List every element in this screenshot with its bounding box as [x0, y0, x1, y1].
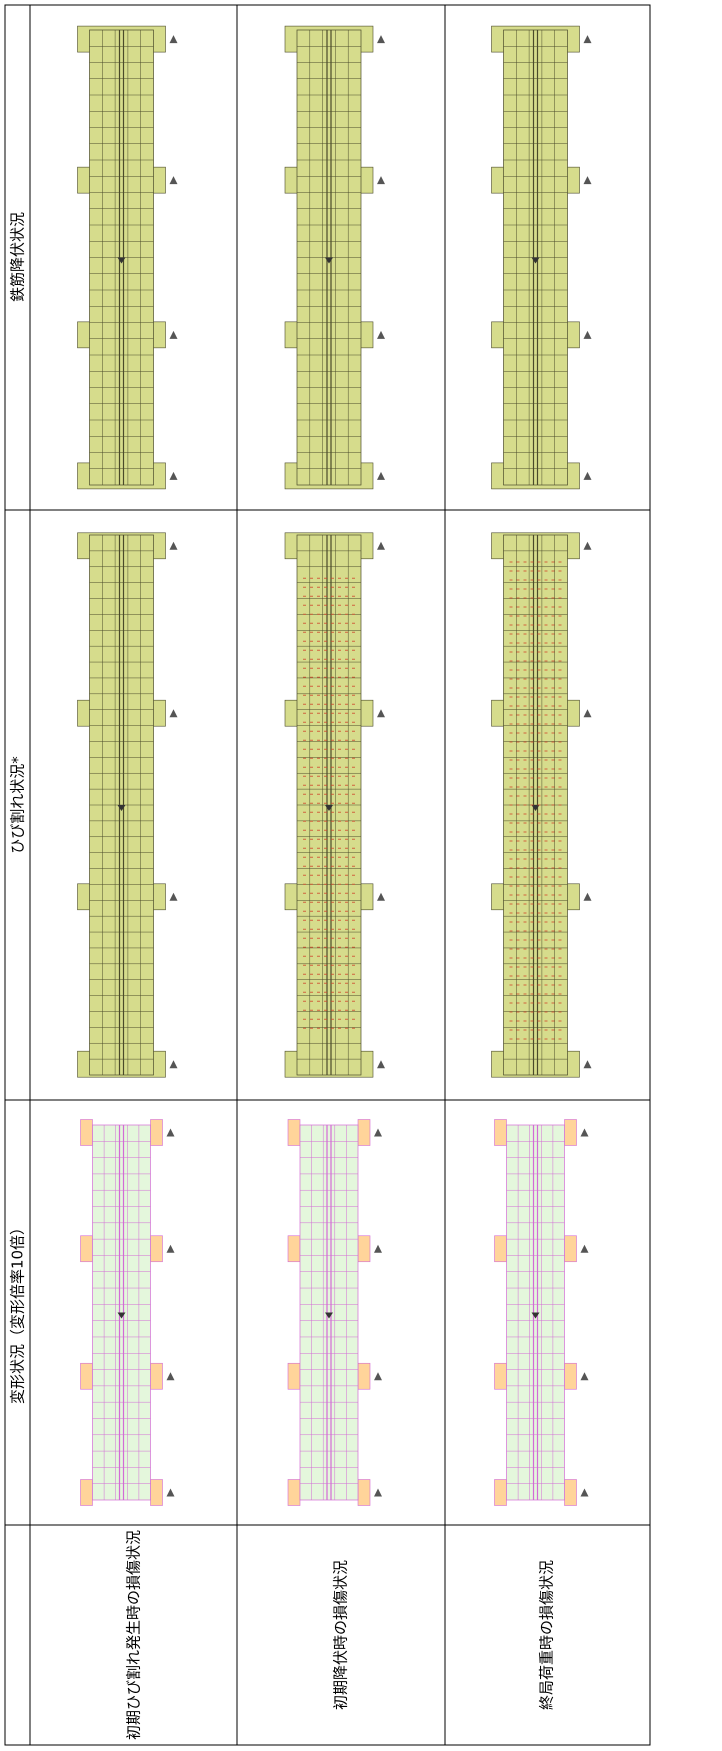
beam [492, 533, 592, 1077]
column-header: ひび割れ状況* [9, 756, 27, 854]
support-symbol [377, 331, 385, 339]
support-block [565, 1120, 577, 1146]
support-block [151, 1120, 163, 1146]
support-symbol [581, 1245, 589, 1253]
support-block [151, 1236, 163, 1262]
support-symbol [377, 542, 385, 550]
support-block [495, 1363, 507, 1389]
row-label: 初期ひび割れ発生時の損傷状況 [125, 1530, 143, 1740]
support-symbol [167, 1245, 175, 1253]
support-block [288, 1236, 300, 1262]
support-symbol [374, 1129, 382, 1137]
support-block [81, 1480, 93, 1506]
support-block [81, 1363, 93, 1389]
support-symbol [584, 709, 592, 717]
support-block [81, 1120, 93, 1146]
support-symbol [377, 709, 385, 717]
support-block [151, 1480, 163, 1506]
figure-table: 鉄筋降伏状況 ひび割れ状況* 変形状況（変形倍率10倍） 初期ひび割れ発生時の損… [0, 0, 722, 1751]
beam [81, 1120, 175, 1506]
support-block [565, 1236, 577, 1262]
support-block [358, 1120, 370, 1146]
support-symbol [374, 1489, 382, 1497]
beam [285, 26, 385, 489]
column-header: 鉄筋降伏状況 [9, 212, 27, 302]
support-block [288, 1120, 300, 1146]
beam [78, 533, 178, 1077]
support-symbol [584, 542, 592, 550]
support-symbol [170, 472, 178, 480]
support-symbol [170, 1060, 178, 1068]
support-symbol [584, 35, 592, 43]
support-symbol [374, 1372, 382, 1380]
support-symbol [581, 1129, 589, 1137]
support-block [81, 1236, 93, 1262]
support-symbol [377, 176, 385, 184]
support-symbol [170, 176, 178, 184]
support-block [565, 1363, 577, 1389]
beam [495, 1120, 589, 1506]
support-block [358, 1480, 370, 1506]
support-symbol [377, 1060, 385, 1068]
support-symbol [377, 472, 385, 480]
support-block [358, 1236, 370, 1262]
support-symbol [377, 35, 385, 43]
support-symbol [584, 472, 592, 480]
beam [492, 26, 592, 489]
row-label: 初期降伏時の損傷状況 [332, 1560, 350, 1710]
support-symbol [167, 1489, 175, 1497]
support-block [495, 1120, 507, 1146]
support-block [288, 1363, 300, 1389]
beam-drawings [78, 26, 592, 1505]
support-symbol [377, 893, 385, 901]
support-block [565, 1480, 577, 1506]
support-symbol [170, 35, 178, 43]
support-symbol [374, 1245, 382, 1253]
beam [78, 26, 178, 489]
support-symbol [167, 1129, 175, 1137]
beam [288, 1120, 382, 1506]
support-symbol [170, 893, 178, 901]
support-symbol [584, 1060, 592, 1068]
support-symbol [170, 709, 178, 717]
support-symbol [584, 893, 592, 901]
support-symbol [584, 331, 592, 339]
row-label: 終局荷重時の損傷状況 [538, 1560, 556, 1710]
column-header: 変形状況（変形倍率10倍） [9, 1220, 27, 1404]
support-symbol [170, 331, 178, 339]
support-symbol [167, 1372, 175, 1380]
support-block [495, 1236, 507, 1262]
support-symbol [581, 1489, 589, 1497]
support-block [495, 1480, 507, 1506]
support-block [358, 1363, 370, 1389]
beam [285, 533, 385, 1077]
support-block [288, 1480, 300, 1506]
support-symbol [581, 1372, 589, 1380]
support-symbol [170, 542, 178, 550]
support-block [151, 1363, 163, 1389]
support-symbol [584, 176, 592, 184]
